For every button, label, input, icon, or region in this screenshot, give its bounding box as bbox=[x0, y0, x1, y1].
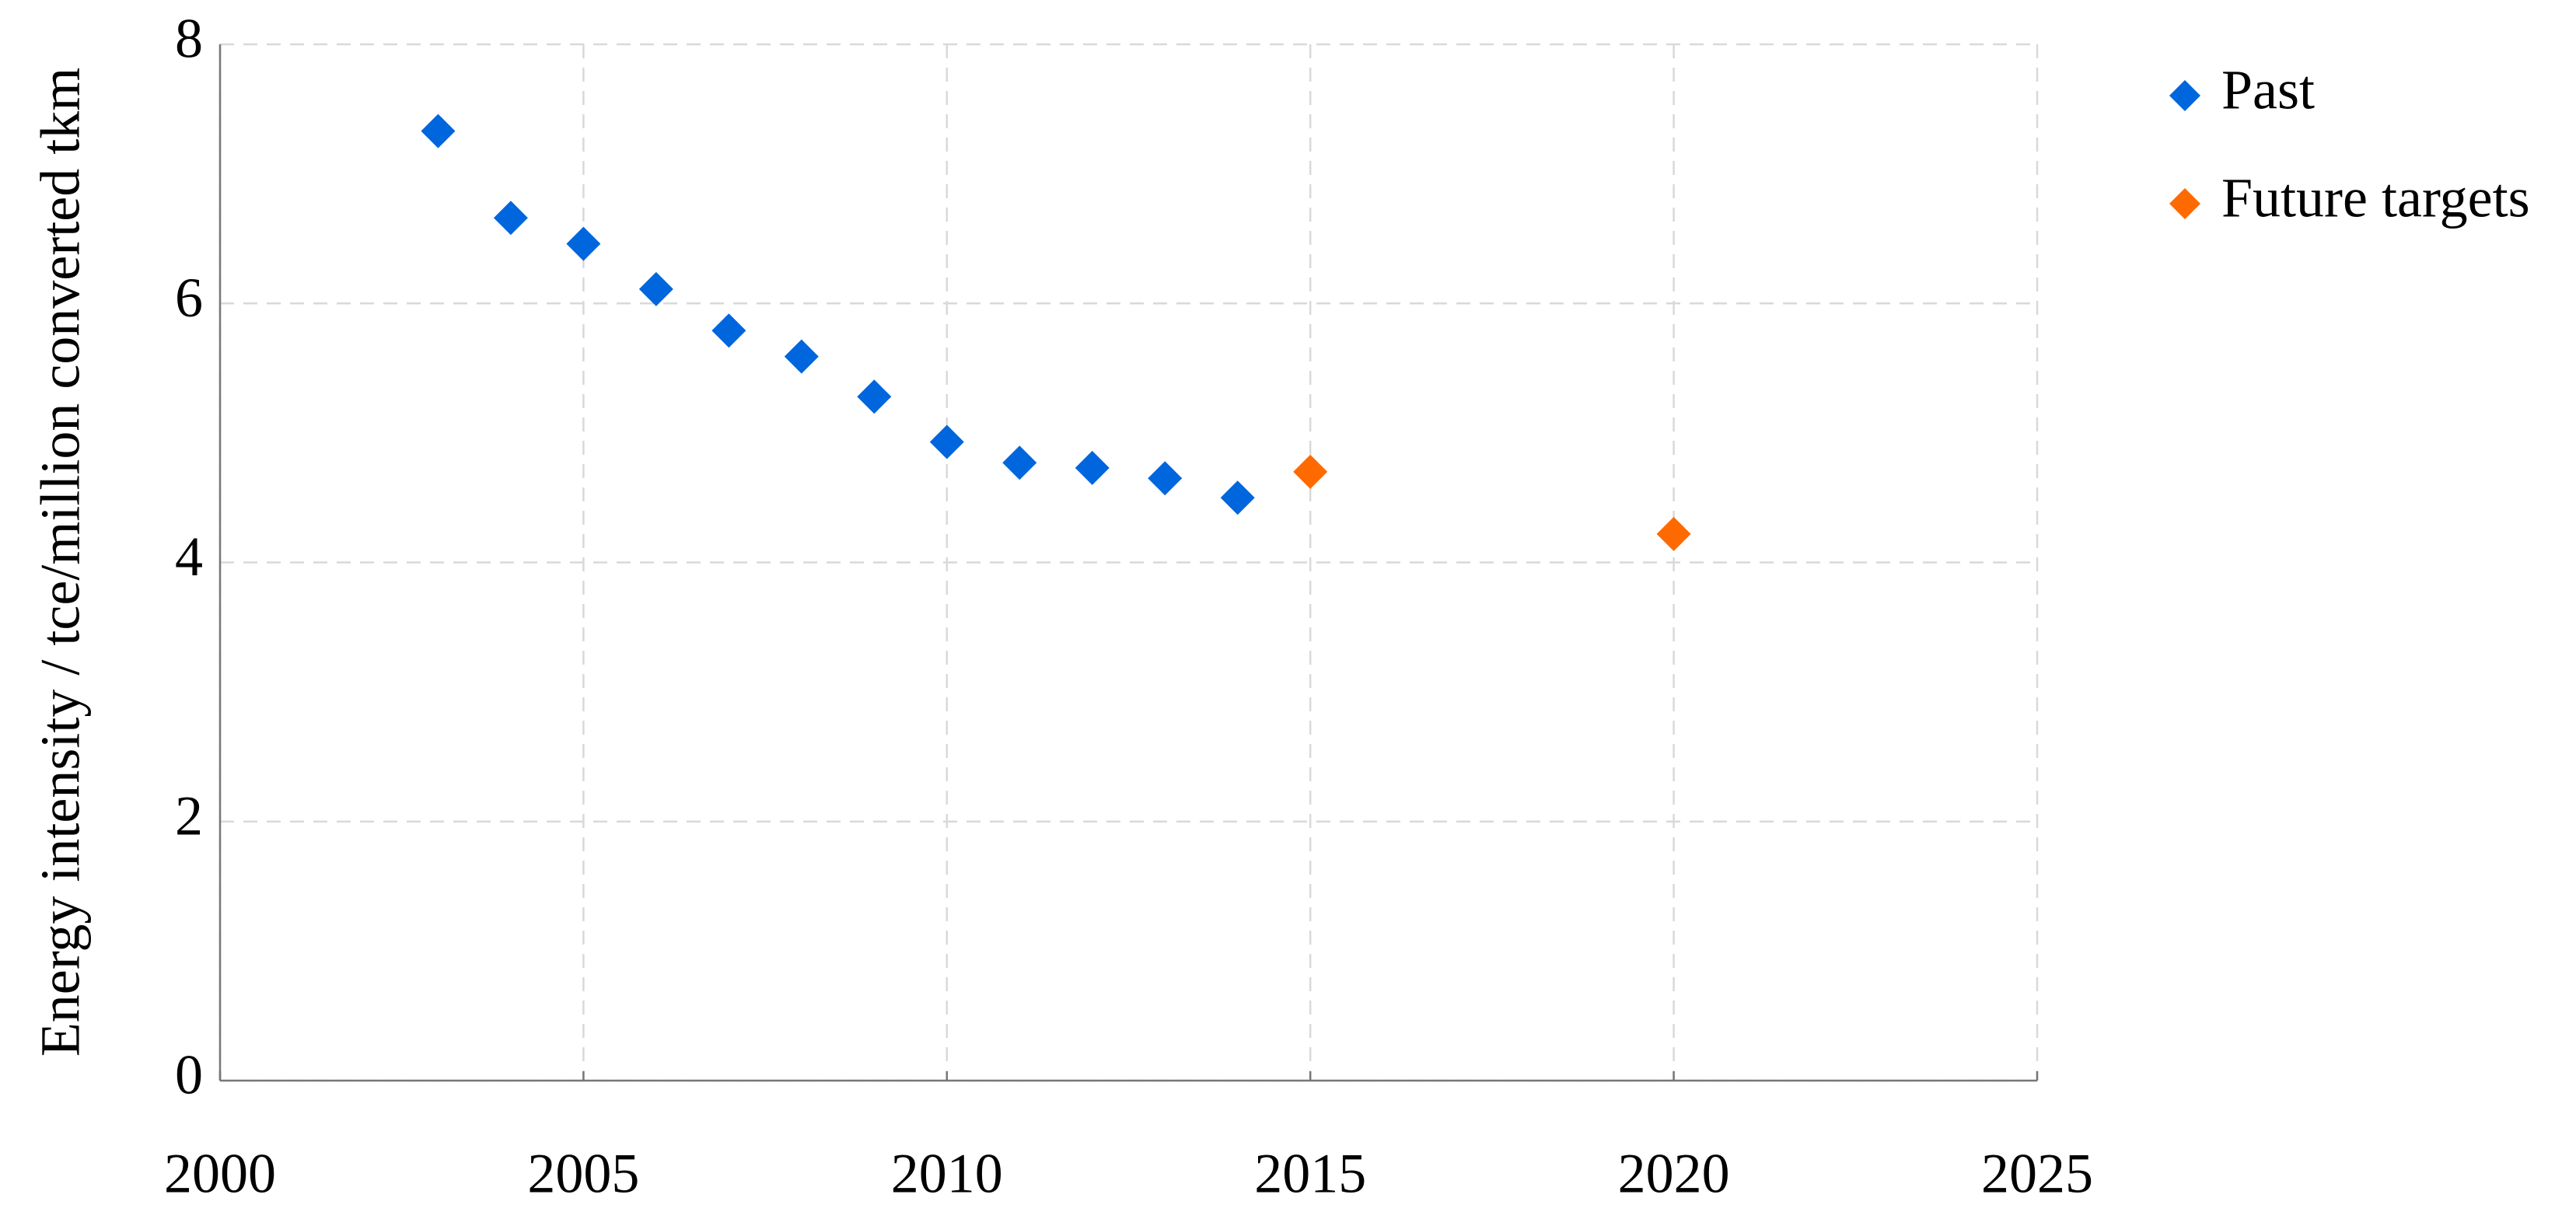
point bbox=[421, 114, 456, 148]
x-tick-label: 2010 bbox=[891, 1143, 1003, 1205]
y-tick-label: 0 bbox=[175, 1044, 203, 1106]
legend-label: Future targets bbox=[2221, 167, 2530, 229]
point bbox=[1148, 461, 1183, 496]
point bbox=[1075, 450, 1110, 485]
legend-label: Past bbox=[2221, 59, 2315, 121]
y-axis-label: Energy intensity / tce/million converted… bbox=[30, 68, 92, 1057]
point bbox=[1002, 445, 1037, 480]
x-tick-label: 2020 bbox=[1618, 1143, 1730, 1205]
point bbox=[857, 379, 892, 414]
point bbox=[1220, 480, 1255, 515]
y-tick-label: 6 bbox=[175, 267, 203, 329]
point bbox=[1293, 454, 1328, 489]
point bbox=[784, 339, 819, 374]
x-tick-label: 2015 bbox=[1254, 1143, 1366, 1205]
point bbox=[566, 226, 601, 261]
point bbox=[929, 424, 964, 459]
legend-marker bbox=[2169, 80, 2200, 111]
y-tick-label: 4 bbox=[175, 526, 203, 588]
x-tick-label: 2005 bbox=[527, 1143, 639, 1205]
y-tick-label: 8 bbox=[175, 8, 203, 70]
point bbox=[1656, 516, 1691, 551]
point bbox=[711, 313, 746, 348]
y-tick-label: 2 bbox=[175, 784, 203, 847]
point bbox=[638, 271, 673, 306]
legend-marker bbox=[2169, 188, 2200, 219]
point bbox=[493, 201, 528, 236]
x-tick-label: 2025 bbox=[1981, 1143, 2093, 1205]
x-tick-label: 2000 bbox=[164, 1143, 276, 1205]
